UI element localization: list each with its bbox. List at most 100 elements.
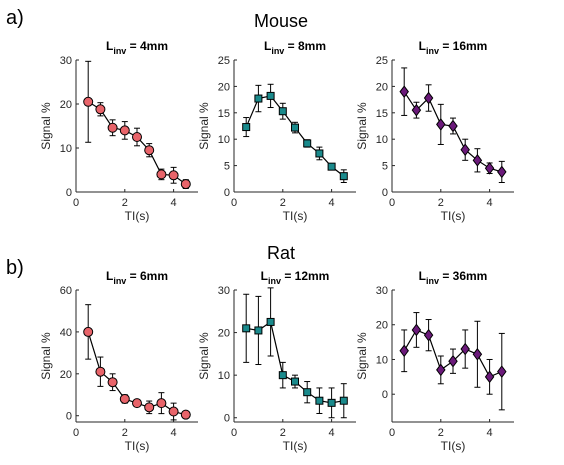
- y-tick-label: 5: [224, 161, 230, 173]
- y-tick-label: 0: [224, 187, 230, 199]
- y-tick-label: 15: [376, 108, 388, 120]
- x-axis-label: TI(s): [441, 209, 466, 223]
- x-axis-label: TI(s): [283, 209, 308, 223]
- y-axis-label: Signal %: [197, 102, 211, 150]
- x-tick-label: 4: [329, 197, 335, 209]
- data-point: [168, 406, 179, 417]
- section-title-mouse: Mouse: [254, 11, 308, 31]
- y-axis-label: Signal %: [39, 332, 53, 380]
- data-point: [180, 179, 191, 190]
- y-axis-label: Signal %: [355, 332, 369, 380]
- data-point: [242, 123, 251, 132]
- x-tick-label: 4: [171, 427, 177, 439]
- data-point: [484, 161, 495, 175]
- data-point: [242, 324, 251, 333]
- data-point: [448, 354, 458, 368]
- y-tick-label: 0: [66, 411, 72, 423]
- data-point: [303, 139, 312, 148]
- data-point: [156, 169, 167, 180]
- y-tick-label: 10: [60, 143, 72, 155]
- y-tick-label: 10: [376, 134, 388, 146]
- y-tick-label: 10: [218, 134, 230, 146]
- subplot-1: Linv = 8mm 0 5 10 15 20 25 0 2 4 TI(s) Signal %: [197, 39, 356, 223]
- x-tick-label: 2: [438, 427, 444, 439]
- x-tick-label: 2: [280, 197, 286, 209]
- data-point: [315, 149, 324, 158]
- subplot-0: Linv = 4mm 0 10 20 30 0 2 4 TI(s) Signal %: [39, 39, 198, 223]
- subplot-title: Linv = 8mm: [264, 39, 326, 56]
- data-point: [497, 165, 507, 179]
- data-point: [436, 363, 446, 377]
- x-tick-label: 0: [73, 427, 79, 439]
- subplot-title: Linv = 6mm: [106, 269, 168, 286]
- x-tick-label: 2: [122, 427, 128, 439]
- data-point: [303, 388, 312, 397]
- y-tick-label: 25: [376, 55, 388, 67]
- x-axis-label: TI(s): [283, 439, 308, 453]
- data-point: [423, 328, 434, 342]
- panel-label-a: a): [6, 7, 24, 29]
- y-tick-label: 10: [218, 370, 230, 382]
- data-point: [327, 162, 336, 171]
- y-tick-label: 60: [60, 285, 72, 297]
- y-tick-label: 15: [218, 108, 230, 120]
- x-axis-label: TI(s): [125, 209, 150, 223]
- y-tick-label: 30: [60, 55, 72, 67]
- y-tick-label: 30: [218, 285, 230, 297]
- data-point: [132, 132, 142, 142]
- data-point: [168, 170, 179, 181]
- x-axis-label: TI(s): [125, 439, 150, 453]
- y-tick-label: 20: [60, 99, 72, 111]
- panel-label-b: b): [6, 257, 24, 279]
- data-point: [327, 398, 336, 407]
- data-point: [291, 123, 299, 132]
- y-tick-label: 30: [376, 285, 388, 297]
- data-point: [254, 94, 263, 103]
- x-tick-label: 0: [389, 427, 395, 439]
- y-tick-label: 25: [218, 55, 230, 67]
- data-point: [315, 396, 324, 405]
- data-point: [411, 323, 422, 337]
- data-point: [95, 104, 106, 115]
- data-point: [460, 143, 470, 157]
- data-point: [95, 366, 106, 377]
- data-point: [399, 85, 409, 99]
- x-tick-label: 0: [231, 197, 237, 209]
- y-tick-label: 20: [60, 369, 72, 381]
- x-tick-label: 2: [280, 427, 286, 439]
- y-tick-label: 0: [224, 413, 230, 425]
- data-point: [472, 153, 483, 167]
- y-tick-label: 0: [66, 187, 72, 199]
- data-point: [497, 365, 507, 378]
- x-tick-label: 4: [487, 197, 493, 209]
- y-tick-label: 20: [218, 328, 230, 340]
- data-point: [278, 371, 287, 380]
- data-point: [460, 342, 470, 356]
- y-axis-label: Signal %: [197, 332, 211, 380]
- y-tick-label: 5: [382, 161, 388, 173]
- data-point: [254, 326, 263, 335]
- data-point: [423, 91, 434, 105]
- data-point: [436, 118, 446, 131]
- y-tick-label: 0: [382, 187, 388, 199]
- data-point: [132, 398, 142, 409]
- subplot-title: Linv = 36mm: [419, 269, 488, 286]
- data-point: [119, 393, 130, 404]
- data-point: [472, 347, 483, 361]
- subplot-5: Linv = 36mm 0 10 20 30 0 2 4 TI(s) Signal %: [355, 269, 514, 453]
- subplot-2: Linv = 16mm 0 5 10 15 20 25 0 2 4 TI(s) Signal %: [355, 39, 514, 223]
- y-axis-label: Signal %: [355, 102, 369, 150]
- section-title-rat: Rat: [267, 243, 295, 263]
- subplot-4: Linv = 12mm 0 10 20 30 0 2 4 TI(s) Signal %: [197, 269, 356, 453]
- data-point: [119, 125, 130, 136]
- subplot-title: Linv = 16mm: [419, 39, 488, 56]
- data-point: [339, 172, 348, 181]
- data-point: [291, 377, 299, 386]
- data-point: [399, 344, 409, 358]
- x-tick-label: 4: [329, 427, 335, 439]
- data-point: [83, 326, 94, 337]
- data-point: [156, 398, 167, 409]
- x-tick-label: 0: [389, 197, 395, 209]
- data-point: [484, 370, 495, 384]
